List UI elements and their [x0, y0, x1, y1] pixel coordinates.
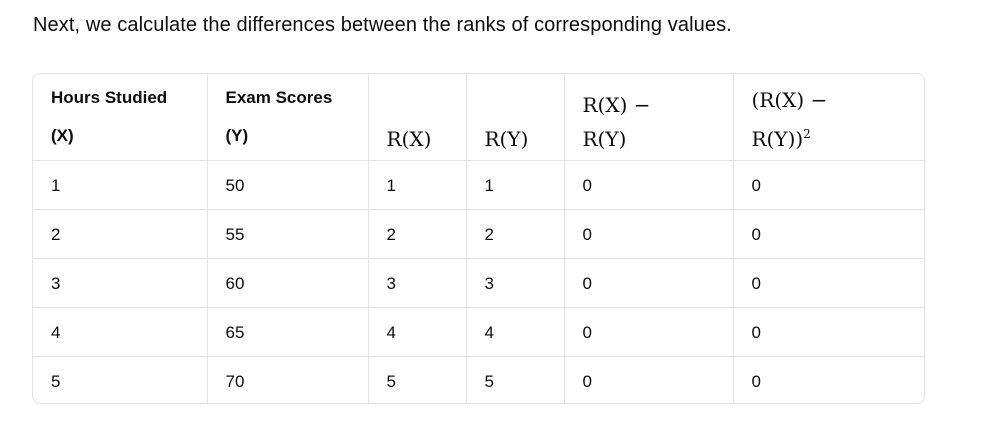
- cell-score: 55: [207, 209, 369, 259]
- header-rank-y: R(Y): [466, 74, 565, 161]
- cell-rank-diff: 0: [564, 258, 734, 308]
- cell-rank-x: 4: [368, 307, 467, 357]
- intro-text: Next, we calculate the differences betwe…: [33, 14, 732, 36]
- cell-squared-diff: 0: [733, 258, 924, 308]
- table-row: 2 55 2 2 0 0: [33, 209, 924, 259]
- cell-rank-y: 2: [466, 209, 565, 259]
- cell-hours: 4: [33, 307, 208, 357]
- cell-squared-diff: 0: [733, 160, 924, 210]
- cell-hours: 1: [33, 160, 208, 210]
- cell-score: 60: [207, 258, 369, 308]
- table-row: 4 65 4 4 0 0: [33, 307, 924, 357]
- table-body: 1 50 1 1 0 0 2 55 2 2 0 0 3 60 3 3 0 0 4 65 4 4 0 0 5 70 5 5 0 0: [33, 160, 924, 403]
- cell-rank-x: 2: [368, 209, 467, 259]
- cell-rank-diff: 0: [564, 160, 734, 210]
- cell-rank-y: 5: [466, 356, 565, 403]
- rank-difference-table: Hours Studied (X) Exam Scores (Y) R(X) R…: [32, 73, 925, 404]
- cell-rank-x: 3: [368, 258, 467, 308]
- cell-squared-diff: 0: [751, 371, 761, 391]
- cell-score: 65: [207, 307, 369, 357]
- data-table: Hours Studied (X) Exam Scores (Y) R(X) R…: [33, 74, 924, 403]
- cell-rank-x: 1: [368, 160, 467, 210]
- cell-rank-diff: 0: [564, 356, 734, 403]
- cell-rank-diff: 0: [564, 307, 734, 357]
- cell-hours: 5: [33, 356, 208, 403]
- table-row: 5 70 5 5 0 0: [33, 356, 924, 403]
- cell-rank-y: 3: [466, 258, 565, 308]
- header-exam-scores: Exam Scores (Y): [207, 74, 369, 161]
- table-header-row: Hours Studied (X) Exam Scores (Y) R(X) R…: [33, 74, 924, 161]
- cell-hours: 2: [33, 209, 208, 259]
- cell-rank-y: 4: [466, 307, 565, 357]
- table-row: 3 60 3 3 0 0: [33, 258, 924, 308]
- cell-rank-diff: 0: [564, 209, 734, 259]
- cell-rank-y: 1: [466, 160, 565, 210]
- cell-squared-diff: 0: [733, 209, 924, 259]
- cell-score: 50: [207, 160, 369, 210]
- header-rank-difference: R(X) − R(Y): [564, 74, 734, 161]
- cell-hours: 3: [33, 258, 208, 308]
- header-hours-studied: Hours Studied (X): [33, 74, 208, 161]
- table-row: 1 50 1 1 0 0: [33, 160, 924, 210]
- cell-rank-x: 5: [368, 356, 467, 403]
- header-rank-x: R(X): [368, 74, 467, 161]
- cell-score: 70: [207, 356, 369, 403]
- header-squared-difference: (R(X) − R(Y))2: [733, 74, 924, 161]
- cell-squared-diff: 0: [733, 307, 924, 357]
